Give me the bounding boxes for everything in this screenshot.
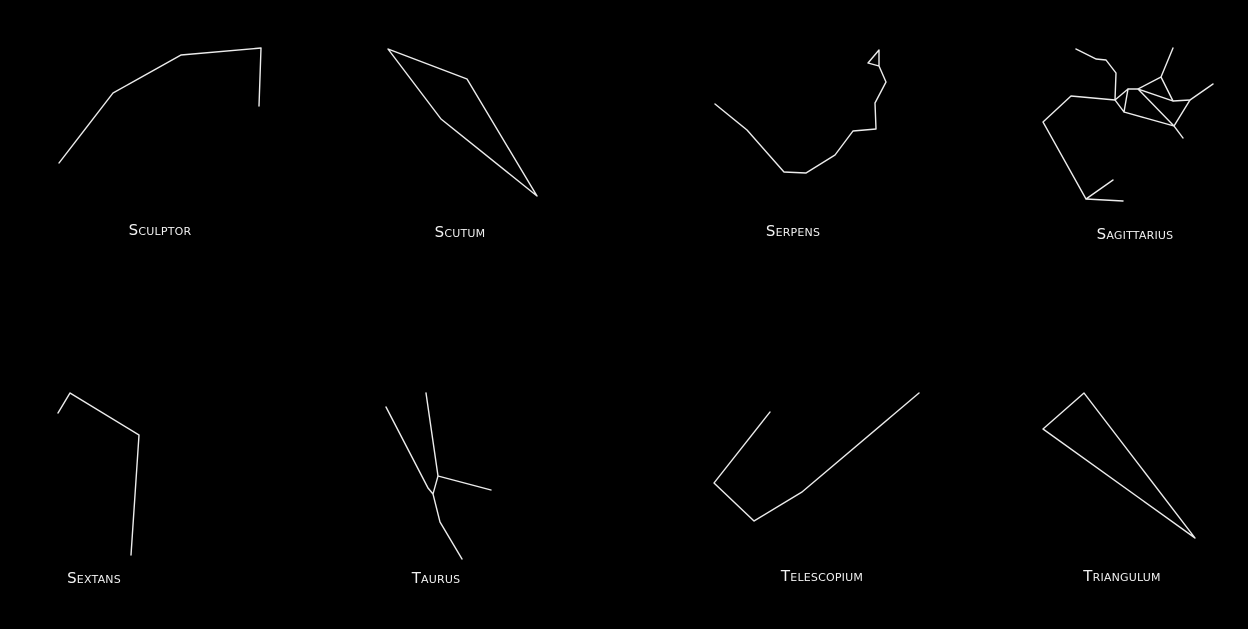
triangulum-label: Triangulum: [1083, 567, 1161, 585]
triangulum-figure: [1042, 392, 1196, 539]
serpens-line: [714, 49, 887, 174]
taurus-line: [437, 475, 492, 491]
sculptor-figure: [58, 47, 262, 164]
sextans-label: Sextans: [67, 569, 121, 587]
sextans-figure: [57, 392, 140, 556]
sextans-line: [57, 392, 140, 556]
scutum-line: [387, 48, 538, 197]
sagittarius-figure: [1042, 47, 1214, 202]
taurus-label: Taurus: [411, 569, 461, 587]
serpens-label: Serpens: [765, 222, 821, 240]
sagittarius-line: [1085, 179, 1114, 200]
sagittarius-line: [1137, 88, 1175, 127]
sagittarius-line: [1173, 125, 1184, 139]
sagittarius-label: Sagittarius: [1096, 225, 1174, 243]
sagittarius-line: [1137, 88, 1174, 102]
sculptor-line: [58, 47, 262, 164]
telescopium-line: [713, 392, 920, 522]
taurus-line: [432, 493, 463, 560]
sculptor-label: Sculptor: [128, 221, 192, 239]
sagittarius-line: [1160, 47, 1174, 78]
sagittarius-line: [1042, 48, 1124, 202]
scutum-label: Scutum: [434, 223, 486, 241]
telescopium-figure: [713, 392, 920, 522]
taurus-line: [385, 392, 439, 495]
taurus-figure: [385, 392, 492, 560]
serpens-figure: [714, 49, 887, 174]
sagittarius-line: [1123, 88, 1129, 113]
triangulum-line: [1042, 392, 1196, 539]
telescopium-label: Telescopium: [780, 567, 864, 585]
sagittarius-line: [1114, 99, 1191, 127]
scutum-figure: [387, 48, 538, 197]
